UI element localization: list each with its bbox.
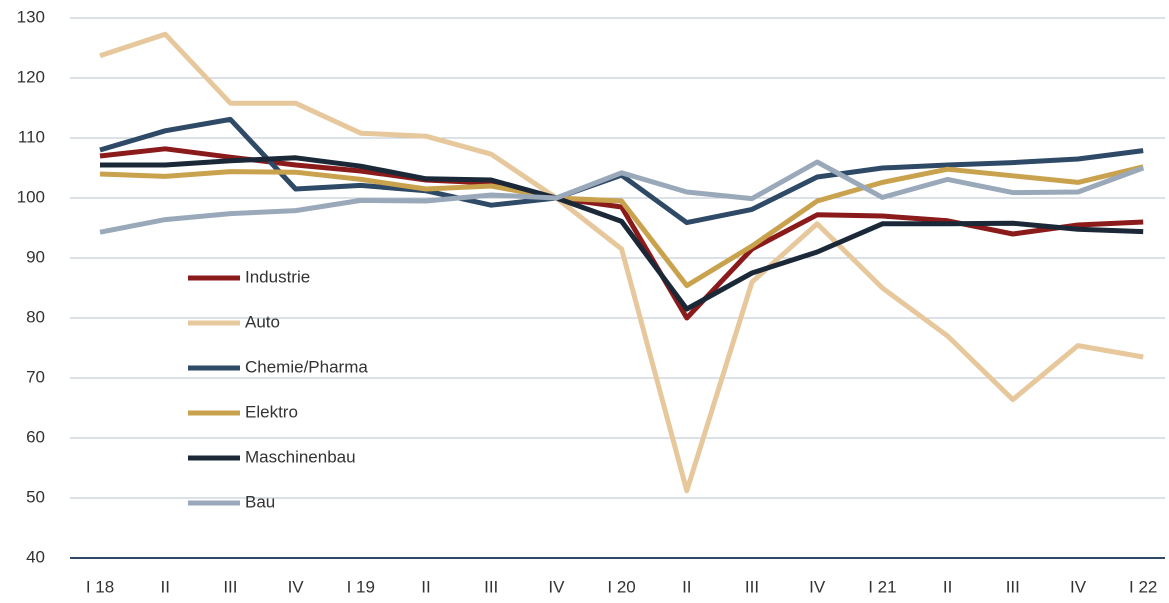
x-tick-label: I 18 [86, 577, 114, 596]
x-tick-label: III [223, 577, 237, 596]
legend-label: Auto [245, 312, 280, 331]
y-tick-label: 90 [26, 247, 45, 266]
legend-label: Bau [245, 492, 275, 511]
y-tick-label: 60 [26, 427, 45, 446]
x-tick-label: IV [809, 577, 826, 596]
series-line [99, 159, 1145, 235]
y-tick-label: 70 [26, 367, 45, 386]
y-tick-label: 80 [26, 307, 45, 326]
x-tick-label: III [1006, 577, 1020, 596]
legend-label: Elektro [245, 402, 298, 421]
x-tick-label: IV [1070, 577, 1087, 596]
y-tick-label: 110 [18, 127, 45, 146]
x-tick-label: IV [548, 577, 565, 596]
legend-label: Maschinenbau [245, 447, 356, 466]
x-tick-label: II [160, 577, 169, 596]
x-tick-label: I 20 [607, 577, 635, 596]
y-tick-label: 50 [26, 487, 45, 506]
legend-label: Chemie/Pharma [245, 357, 368, 376]
x-tick-label: I 21 [868, 577, 896, 596]
x-tick-label: III [484, 577, 498, 596]
y-tick-label: 100 [17, 187, 45, 206]
y-tick-label: 40 [26, 547, 45, 566]
x-tick-label: I 19 [347, 577, 375, 596]
x-tick-label: I 22 [1129, 577, 1157, 596]
x-tick-label: II [421, 577, 430, 596]
x-tick-label: II [682, 577, 691, 596]
y-tick-label: 120 [17, 67, 45, 86]
x-tick-label: IV [288, 577, 305, 596]
legend-label: Industrie [245, 267, 310, 286]
series-line [100, 155, 1144, 312]
series-line [99, 31, 1144, 494]
x-tick-label: III [745, 577, 759, 596]
x-tick-label: II [943, 577, 952, 596]
y-tick-label: 130 [17, 7, 45, 26]
series-line [99, 164, 1144, 289]
